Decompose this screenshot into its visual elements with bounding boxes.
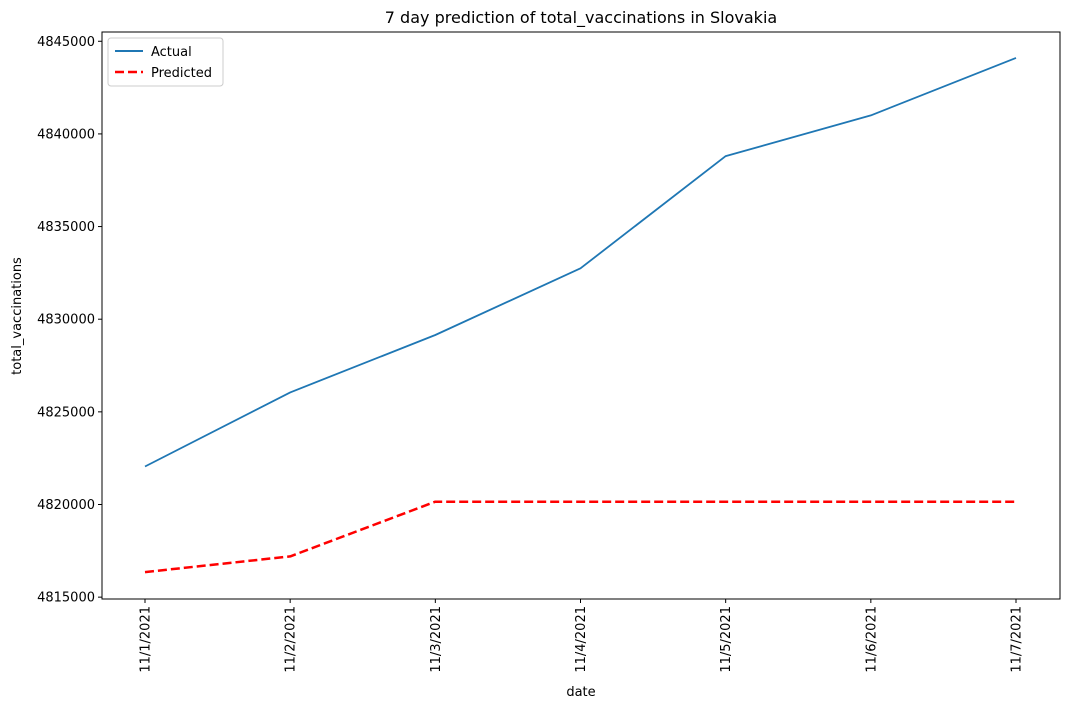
x-tick-label: 11/4/2021 bbox=[574, 606, 589, 673]
y-axis-ticks: 4815000 4820000 4825000 4830000 4835000 48400… bbox=[37, 35, 102, 606]
series-line-actual bbox=[144, 57, 1017, 468]
y-tick-label: 4835000 bbox=[37, 220, 95, 235]
y-tick-label: 4840000 bbox=[37, 127, 95, 142]
y-tick-label: 4830000 bbox=[37, 313, 95, 328]
series-line-predicted bbox=[144, 500, 1016, 574]
y-axis-label: total_vaccinations bbox=[10, 257, 25, 375]
x-tick-label: 11/2/2021 bbox=[284, 606, 299, 673]
x-tick-label: 11/6/2021 bbox=[864, 606, 879, 673]
x-axis-label: date bbox=[566, 685, 595, 700]
chart-title: 7 day prediction of total_vaccinations i… bbox=[385, 8, 777, 28]
x-tick-label: 11/3/2021 bbox=[429, 606, 444, 673]
x-tick-label: 11/7/2021 bbox=[1010, 606, 1025, 673]
plot-area-frame bbox=[101, 31, 1061, 600]
x-tick-label: 11/5/2021 bbox=[719, 606, 734, 673]
y-tick-label: 4845000 bbox=[37, 35, 95, 50]
legend: Actual Predicted bbox=[107, 37, 224, 87]
y-tick-label: 4820000 bbox=[37, 498, 95, 513]
y-tick-label: 4815000 bbox=[37, 591, 95, 606]
x-tick-label: 11/1/2021 bbox=[139, 606, 154, 673]
legend-label-actual: Actual bbox=[151, 45, 192, 60]
series-layer bbox=[144, 57, 1017, 574]
x-axis-ticks: 11/1/2021 11/2/2021 11/3/2021 11/4/2021 11/5… bbox=[139, 599, 1025, 673]
legend-label-predicted: Predicted bbox=[151, 66, 212, 81]
y-tick-label: 4825000 bbox=[37, 405, 95, 420]
